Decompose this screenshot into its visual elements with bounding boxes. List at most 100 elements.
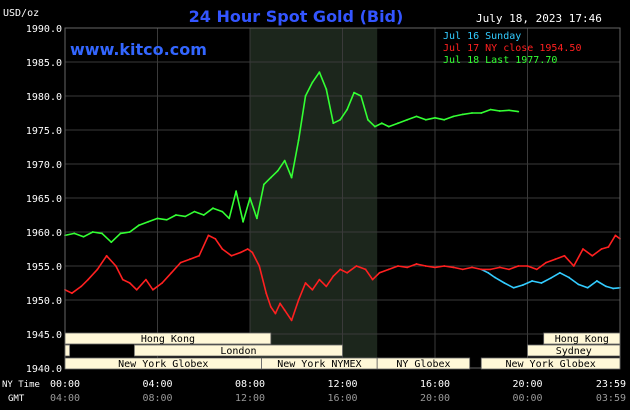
y-tick-label: 1985.0: [26, 58, 62, 69]
data-point: [339, 118, 342, 121]
data-point: [269, 176, 272, 179]
y-tick-label: 1980.0: [26, 92, 62, 103]
data-point: [424, 118, 427, 121]
data-point: [614, 234, 617, 237]
data-point: [318, 278, 321, 281]
session-bar: [64, 344, 71, 357]
data-point: [387, 125, 390, 128]
y-tick-label: 1945.0: [26, 330, 62, 341]
data-point: [198, 254, 201, 257]
x-tick-label-gmt: 03:59: [596, 393, 626, 404]
data-point: [290, 319, 293, 322]
data-point: [96, 268, 99, 271]
data-point: [364, 268, 367, 271]
y-unit-label: USD/oz: [3, 8, 39, 19]
y-tick-label: 1965.0: [26, 194, 62, 205]
data-point: [193, 210, 196, 213]
y-tick-label: 1955.0: [26, 262, 62, 273]
data-point: [325, 88, 328, 91]
data-point: [304, 282, 307, 284]
data-point: [434, 116, 436, 119]
series-3: [64, 71, 520, 244]
data-point: [304, 95, 307, 97]
data-point: [568, 276, 571, 279]
data-point: [461, 268, 464, 271]
data-point: [480, 112, 483, 114]
session-bar: [527, 344, 621, 357]
data-point: [297, 299, 300, 301]
data-point: [443, 118, 446, 121]
data-point: [110, 241, 113, 244]
y-tick-label: 1975.0: [26, 126, 62, 137]
x-tick-label-gmt: 04:00: [50, 393, 80, 404]
x-tick-label-ny: 16:00: [420, 379, 450, 390]
x-tick-label-gmt: 20:00: [420, 393, 450, 404]
data-point: [265, 292, 268, 295]
data-point: [572, 265, 575, 267]
data-point: [424, 265, 427, 267]
data-point: [360, 95, 362, 97]
x-tick-label-ny: 23:59: [596, 379, 626, 390]
data-point: [498, 110, 501, 112]
data-point: [378, 271, 381, 274]
data-point: [170, 271, 173, 274]
legend-item-jul18: Jul 18 Last 1977.70: [443, 55, 557, 66]
data-point: [145, 278, 147, 281]
data-point: [279, 302, 281, 305]
x-tick-label-ny: 12:00: [327, 379, 357, 390]
data-point: [371, 278, 374, 281]
data-point: [526, 265, 529, 267]
x-tick-label-gmt: 16:00: [327, 393, 357, 404]
data-point: [600, 248, 603, 250]
session-label: NY Globex: [396, 359, 450, 370]
data-point: [487, 271, 490, 274]
data-point: [545, 261, 547, 264]
data-point: [563, 254, 566, 257]
series-line: [64, 234, 621, 322]
data-point: [165, 218, 168, 221]
data-point: [262, 183, 265, 186]
legend-item-jul16: Jul 16 Sunday: [443, 31, 521, 42]
data-point: [251, 251, 254, 254]
data-point: [71, 292, 73, 295]
data-point: [214, 237, 217, 240]
data-point: [503, 282, 506, 284]
data-point: [105, 254, 108, 257]
session-label: Hong Kong: [141, 334, 195, 345]
data-point: [228, 217, 231, 220]
data-point: [246, 248, 249, 250]
session-label: Sydney: [556, 346, 592, 357]
data-point: [156, 217, 159, 220]
y-tick-label: 1940.0: [26, 364, 62, 375]
data-point: [586, 286, 589, 289]
session-bars: Hong Kong Hong Kong London Sydney New York G…: [64, 332, 621, 370]
data-point: [582, 248, 584, 250]
data-point: [452, 115, 455, 118]
data-point: [489, 268, 492, 271]
data-point: [202, 214, 205, 216]
data-point: [221, 248, 224, 250]
data-point: [184, 215, 187, 218]
data-point: [397, 122, 399, 125]
session-bar: [133, 344, 343, 357]
data-point: [87, 278, 90, 281]
chart-title: 24 Hour Spot Gold (Bid): [189, 7, 404, 26]
data-point: [494, 276, 497, 279]
data-point: [531, 280, 534, 282]
brand-watermark: www.kitco.com: [70, 40, 207, 59]
data-point: [415, 115, 418, 118]
data-point: [283, 309, 286, 312]
series-2: [64, 234, 621, 322]
data-point: [346, 108, 349, 111]
data-point: [128, 231, 131, 233]
data-point: [577, 283, 580, 286]
data-point: [249, 197, 251, 199]
data-point: [517, 265, 520, 267]
data-point: [207, 234, 210, 237]
data-point: [521, 284, 524, 286]
y-tick-label: 1950.0: [26, 296, 62, 307]
data-point: [380, 122, 383, 125]
data-point: [406, 118, 409, 121]
x-tick-label-ny: 04:00: [142, 379, 172, 390]
